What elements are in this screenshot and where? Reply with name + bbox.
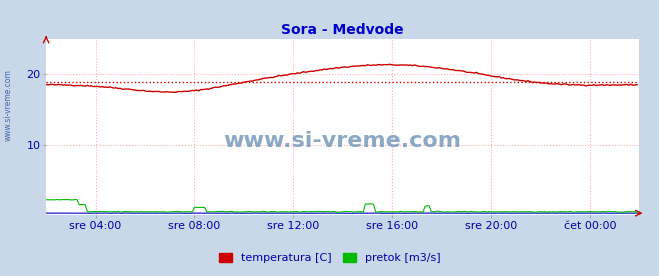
Legend: temperatura [C], pretok [m3/s]: temperatura [C], pretok [m3/s] — [214, 248, 445, 268]
Text: www.si-vreme.com: www.si-vreme.com — [223, 131, 462, 151]
Text: www.si-vreme.com: www.si-vreme.com — [3, 69, 13, 141]
Title: Sora - Medvode: Sora - Medvode — [281, 23, 404, 38]
